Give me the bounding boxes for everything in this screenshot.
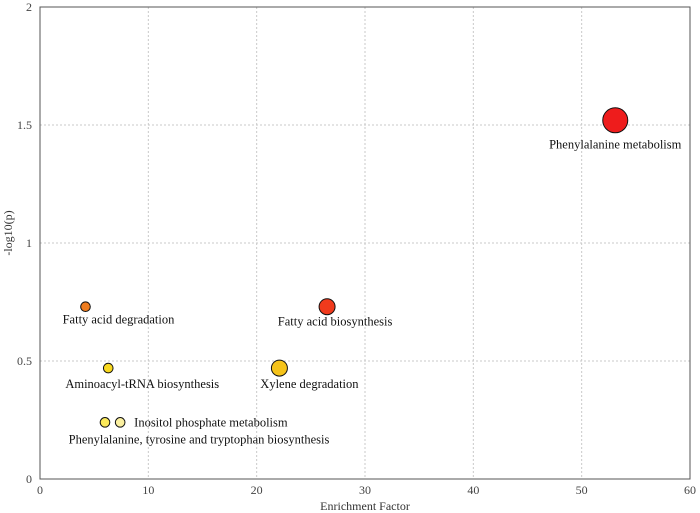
data-point	[318, 298, 336, 316]
x-tick-label: 30	[359, 483, 371, 497]
y-axis-ticks: 0 0.5 1 1.5 2	[17, 0, 32, 486]
point-label: Fatty acid degradation	[63, 313, 176, 327]
point-label: Phenylalanine, tyrosine and tryptophan b…	[69, 432, 330, 446]
data-point	[80, 301, 91, 313]
grid	[40, 7, 690, 479]
point-label: Aminoacyl-tRNA biosynthesis	[65, 377, 219, 391]
x-tick-label: 50	[576, 483, 588, 497]
x-tick-label: 0	[37, 483, 43, 497]
x-tick-label: 60	[684, 483, 696, 497]
data-point	[114, 417, 126, 428]
y-tick-label: 0	[26, 472, 32, 486]
data-point	[270, 359, 288, 377]
point-label: Inositol phosphate metabolism	[134, 415, 288, 429]
y-tick-label: 0.5	[17, 354, 32, 368]
x-tick-label: 10	[142, 483, 154, 497]
x-tick-label: 20	[251, 483, 263, 497]
data-point	[102, 362, 114, 374]
data-point	[602, 107, 629, 134]
y-tick-label: 2	[26, 0, 32, 14]
plot-frame	[39, 6, 691, 480]
x-tick-label: 40	[467, 483, 479, 497]
point-label: Phenylalanine metabolism	[549, 137, 682, 151]
point-label: Fatty acid biosynthesis	[278, 315, 393, 329]
x-axis-ticks: 0 10 20 30 40 50 60	[37, 483, 696, 497]
point-label: Xylene degradation	[260, 377, 359, 391]
data-points	[80, 107, 629, 428]
point-labels: Phenylalanine metabolism Fatty acid biosy…	[63, 137, 682, 446]
y-tick-label: 1	[26, 236, 32, 250]
y-tick-label: 1.5	[17, 118, 32, 132]
x-axis-title: Enrichment Factor	[320, 499, 410, 513]
y-axis-title: -log10(p)	[1, 210, 15, 255]
data-point	[99, 417, 111, 428]
